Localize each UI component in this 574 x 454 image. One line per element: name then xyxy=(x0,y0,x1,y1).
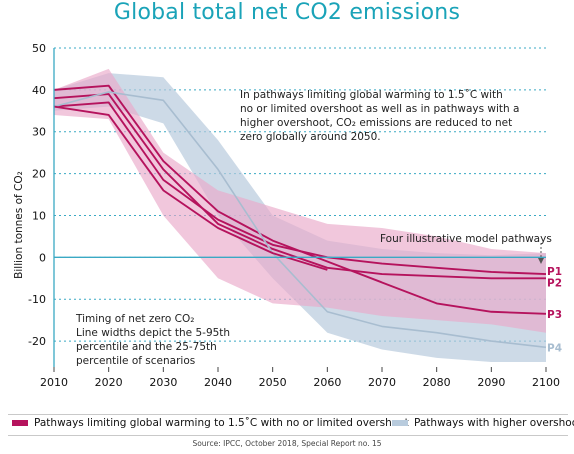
y-tick-label: 50 xyxy=(32,42,46,55)
series-label-p1: P1 xyxy=(547,266,562,278)
series-line-p2 xyxy=(53,93,546,280)
legend-swatch-magenta xyxy=(12,420,28,426)
source-note: Source: IPCC, October 2018, Special Repo… xyxy=(192,439,382,448)
x-tick-label: 2080 xyxy=(423,376,451,389)
top-annotation-line-4: zero globally around 2050. xyxy=(240,131,381,143)
series-line-p3 xyxy=(53,84,547,315)
top-annotation-line-1: In pathways limiting global warming to 1… xyxy=(240,89,503,101)
top-annotation-line-3: higher overshoot, CO₂ emissions are redu… xyxy=(240,117,513,129)
y-tick-label: -20 xyxy=(28,335,46,348)
left-annotation: Timing of net zero CO₂ Line widths depic… xyxy=(76,312,230,368)
top-annotation: In pathways limiting global warming to 1… xyxy=(240,88,519,144)
y-tick-label: 0 xyxy=(39,251,46,264)
x-tick-label: 2100 xyxy=(532,376,560,389)
y-tick-label: 20 xyxy=(32,168,46,181)
legend-label-higher-overshoot: Pathways with higher overshoot xyxy=(414,417,574,429)
y-tick-label: 10 xyxy=(32,209,46,222)
y-tick-label: -10 xyxy=(28,293,46,306)
y-tick-label: 40 xyxy=(32,84,46,97)
series-label-p4: P4 xyxy=(547,342,562,354)
axis-layer xyxy=(53,48,547,372)
x-tick-label: 2030 xyxy=(149,376,177,389)
x-tick-label: 2020 xyxy=(95,376,123,389)
series-line-extra xyxy=(53,105,328,271)
model-pathways-arrowhead xyxy=(538,258,544,264)
legend-swatch-blue xyxy=(392,420,408,426)
legend-item-higher-overshoot: Pathways with higher overshoot xyxy=(392,417,574,429)
series-label-p2: P2 xyxy=(547,277,562,289)
legend-label-limited-overshoot: Pathways limiting global warming to 1.5˚… xyxy=(34,417,409,429)
y-tick-label: 30 xyxy=(32,126,46,139)
left-annotation-line-3: percentile and the 25-75th xyxy=(76,341,217,353)
series-label-p3: P3 xyxy=(547,309,562,321)
x-tick-label: 2050 xyxy=(259,376,287,389)
model-pathways-annotation: Four illustrative model pathways xyxy=(380,233,552,245)
legend: Pathways limiting global warming to 1.5˚… xyxy=(8,414,574,436)
x-tick-label: 2040 xyxy=(204,376,232,389)
x-tick-label: 2090 xyxy=(477,376,505,389)
top-annotation-line-2: no or limited overshoot as well as in pa… xyxy=(240,103,520,115)
line-layer xyxy=(53,84,547,349)
x-tick-label: 2070 xyxy=(368,376,396,389)
chart-title: Global total net CO2 emissions xyxy=(113,0,461,25)
series-line-p4 xyxy=(53,91,547,349)
y-axis-label: Billion tonnes of CO₂ xyxy=(13,171,25,279)
left-annotation-line-4: percentile of scenarios xyxy=(76,355,196,367)
x-tick-label: 2010 xyxy=(40,376,68,389)
x-tick-label: 2060 xyxy=(313,376,341,389)
left-annotation-line-1: Timing of net zero CO₂ xyxy=(76,313,195,325)
legend-item-limited-overshoot: Pathways limiting global warming to 1.5˚… xyxy=(12,417,409,429)
left-annotation-line-2: Line widths depict the 5-95th xyxy=(76,327,231,339)
